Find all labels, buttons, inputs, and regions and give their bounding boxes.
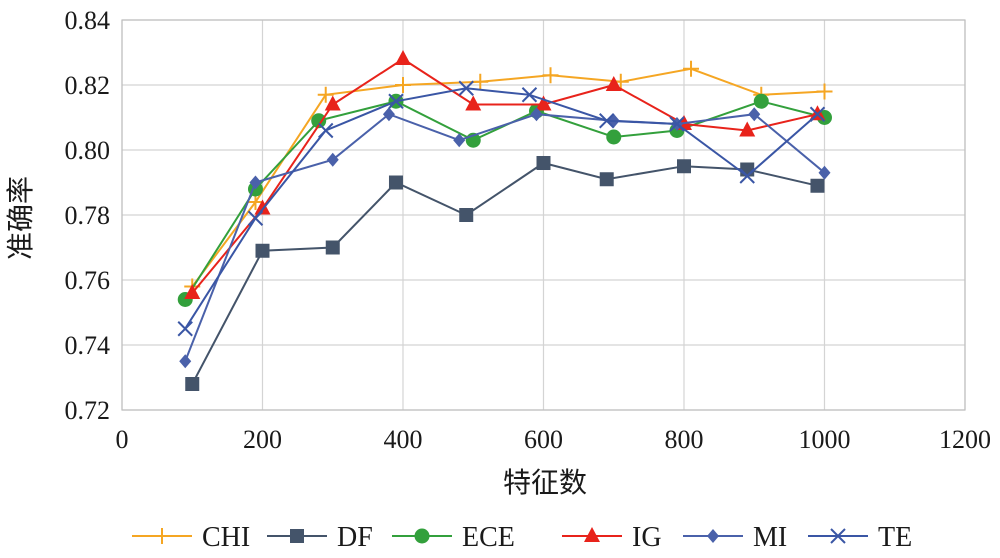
- legend-label-te: TE: [878, 522, 912, 553]
- legend: CHI DF ECE IG MI TE: [132, 522, 912, 553]
- data-point-ig: [605, 76, 622, 91]
- legend-marker-df: [290, 529, 304, 543]
- data-point-df: [388, 175, 403, 190]
- data-point-mi: [453, 133, 466, 148]
- data-point-mi: [382, 107, 395, 122]
- legend-item-te: TE: [808, 522, 912, 553]
- data-point-df: [677, 159, 691, 174]
- data-point-df: [459, 208, 474, 222]
- x-tick-label: 600: [524, 425, 563, 454]
- y-tick-label: 0.78: [65, 201, 111, 230]
- plot-border: [121, 19, 966, 411]
- y-tick-label: 0.84: [65, 6, 111, 35]
- series-line-mi: [184, 113, 826, 362]
- data-point-te: [177, 321, 193, 337]
- y-tick-label: 0.72: [65, 396, 111, 425]
- data-point-te: [809, 106, 826, 122]
- data-point-mi: [326, 152, 339, 167]
- legend-label-df: DF: [337, 522, 373, 553]
- data-point-df: [536, 156, 551, 170]
- x-tick-label: 800: [665, 425, 704, 454]
- data-point-df: [325, 240, 340, 255]
- legend-label-chi: CHI: [202, 522, 250, 553]
- legend-label-mi: MI: [753, 522, 787, 553]
- series-line-te: [184, 87, 819, 330]
- data-point-mi: [818, 165, 831, 180]
- data-point-chi: [816, 83, 833, 100]
- x-axis-title: 特征数: [503, 466, 587, 499]
- series-chi: [184, 60, 833, 295]
- data-point-ig: [739, 121, 756, 137]
- series-line-chi: [191, 67, 825, 288]
- data-point-ece: [606, 129, 622, 145]
- gridlines: [121, 19, 966, 411]
- series-df: [185, 156, 825, 391]
- data-point-ece: [753, 93, 769, 109]
- series-mi: [179, 107, 831, 369]
- data-point-mi: [249, 175, 262, 190]
- data-point-mi: [748, 107, 761, 122]
- legend-label-ig: IG: [632, 522, 662, 553]
- data-point-ig: [395, 50, 411, 65]
- x-tick-label: 200: [243, 425, 282, 454]
- y-tick-label: 0.76: [65, 266, 111, 295]
- data-point-te: [739, 168, 755, 184]
- x-axis-ticks: 0 200 400 600 800 1000 1200: [116, 425, 992, 454]
- data-point-mi: [179, 354, 192, 369]
- x-tick-label: 0: [116, 425, 129, 454]
- x-tick-label: 1200: [939, 425, 991, 454]
- data-point-df: [255, 243, 270, 258]
- data-point-chi: [683, 60, 700, 77]
- data-point-mi: [530, 107, 543, 122]
- data-point-ig: [535, 95, 552, 111]
- data-point-df: [740, 162, 755, 177]
- series-layer: [177, 50, 833, 391]
- data-point-ig: [254, 199, 271, 215]
- data-point-chi: [472, 73, 489, 90]
- data-point-df: [599, 172, 614, 187]
- data-point-ig: [184, 284, 201, 299]
- legend-item-ece: ECE: [392, 522, 515, 553]
- data-point-ig: [465, 95, 482, 111]
- data-point-df: [185, 377, 200, 391]
- series-line-ece: [184, 100, 825, 301]
- legend-marker-mi: [707, 529, 719, 543]
- legend-item-df: DF: [267, 522, 373, 553]
- data-point-te: [669, 116, 685, 132]
- y-tick-label: 0.80: [65, 136, 111, 165]
- data-point-df: [810, 178, 825, 193]
- legend-item-chi: CHI: [132, 522, 250, 553]
- plot-area: [121, 19, 966, 411]
- data-point-ig: [324, 95, 341, 111]
- data-point-te: [599, 113, 615, 129]
- legend-item-ig: IG: [562, 522, 662, 553]
- series-line-ig: [191, 57, 818, 294]
- y-tick-label: 0.74: [65, 331, 111, 360]
- series-te: [177, 80, 826, 337]
- y-axis-ticks: 0.72 0.74 0.76 0.78 0.80 0.82 0.84: [65, 6, 111, 425]
- x-tick-label: 400: [384, 425, 423, 454]
- legend-marker-ece: [414, 528, 430, 544]
- legend-marker-ig: [584, 527, 600, 542]
- data-point-chi: [317, 86, 334, 103]
- data-point-te: [458, 80, 474, 96]
- data-point-te: [247, 210, 264, 226]
- data-point-ece: [311, 113, 327, 129]
- legend-label-ece: ECE: [462, 522, 515, 553]
- data-point-te: [521, 87, 538, 103]
- series-line-df: [191, 161, 818, 385]
- legend-marker-te: [830, 528, 846, 544]
- data-point-chi: [247, 194, 264, 210]
- data-point-te: [318, 122, 334, 139]
- legend-item-mi: MI: [683, 522, 787, 553]
- data-point-te: [388, 93, 404, 109]
- data-point-chi: [395, 77, 411, 93]
- legend-marker-chi: [154, 528, 170, 544]
- y-axis-title: 准确率: [4, 176, 37, 260]
- data-point-chi: [542, 67, 559, 84]
- x-tick-label: 1000: [799, 425, 851, 454]
- y-tick-label: 0.82: [65, 71, 111, 100]
